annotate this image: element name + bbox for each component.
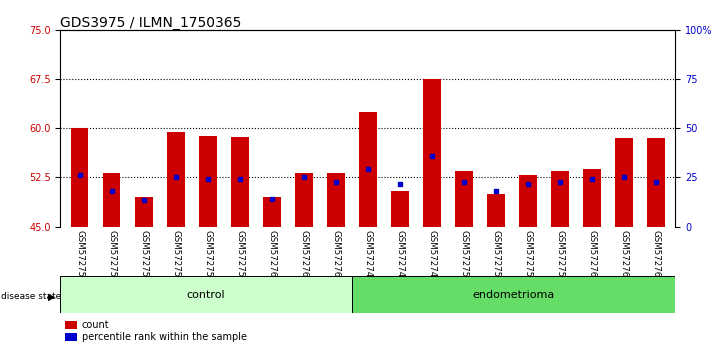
Text: GSM572755: GSM572755 [171,230,181,283]
Text: GSM572760: GSM572760 [588,230,597,283]
Text: endometrioma: endometrioma [473,290,555,300]
Text: GSM572754: GSM572754 [139,230,148,283]
Bar [648,138,665,227]
Bar [263,197,281,227]
Bar [519,176,537,227]
Text: GSM572765: GSM572765 [652,230,661,283]
Bar [583,169,601,227]
Bar [391,190,409,227]
Bar [60,276,352,313]
Bar [359,112,377,227]
Text: GSM572763: GSM572763 [620,230,629,283]
Text: GSM572750: GSM572750 [459,230,469,283]
Text: GSM572762: GSM572762 [299,230,309,283]
Bar [199,136,217,227]
Bar [231,137,249,227]
Bar [487,194,505,227]
Bar [616,138,633,227]
Bar [295,173,313,227]
Text: GSM572748: GSM572748 [395,230,405,283]
Bar [327,173,345,227]
Text: GSM572759: GSM572759 [555,230,565,283]
Bar [71,128,88,227]
Text: GSM572758: GSM572758 [523,230,533,283]
Bar [423,79,441,227]
Bar [352,276,675,313]
Text: GSM572752: GSM572752 [75,230,84,283]
Legend: count, percentile rank within the sample: count, percentile rank within the sample [65,320,247,342]
Text: GDS3975 / ILMN_1750365: GDS3975 / ILMN_1750365 [60,16,242,30]
Text: GSM572749: GSM572749 [427,230,437,283]
Text: GSM572747: GSM572747 [363,230,373,283]
Bar [455,171,473,227]
Text: GSM572757: GSM572757 [235,230,245,283]
Text: ▶: ▶ [48,291,55,301]
Bar [135,197,153,227]
Text: disease state: disease state [1,292,61,301]
Bar [103,173,120,227]
Text: GSM572751: GSM572751 [491,230,501,283]
Bar [167,132,185,227]
Text: GSM572761: GSM572761 [267,230,277,283]
Text: GSM572756: GSM572756 [203,230,213,283]
Text: control: control [187,290,225,300]
Text: GSM572753: GSM572753 [107,230,116,283]
Bar [551,171,569,227]
Text: GSM572764: GSM572764 [331,230,341,283]
